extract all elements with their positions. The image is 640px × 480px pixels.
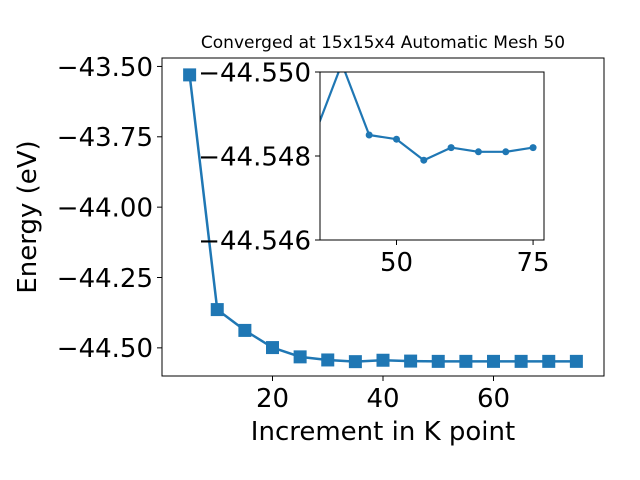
series xyxy=(183,68,583,369)
data-point xyxy=(321,353,335,367)
data-point xyxy=(487,354,500,368)
data-point xyxy=(542,354,556,368)
chart-title: Converged at 15x15x4 Automatic Mesh 50 xyxy=(201,33,565,53)
inset-series xyxy=(320,72,537,164)
data-point xyxy=(376,353,390,367)
main-series xyxy=(183,68,583,369)
y-tick-label: −43.50 xyxy=(57,53,153,83)
x-tick-label: 75 xyxy=(517,248,550,278)
data-point xyxy=(348,355,362,369)
y-axis-label: Energy (eV) xyxy=(13,140,43,293)
y-tick-label: −44.548 xyxy=(198,142,311,172)
x-tick-label: 20 xyxy=(256,384,289,414)
data-point xyxy=(474,148,482,156)
y-tick-label: −44.550 xyxy=(198,58,311,88)
main-x-ticks: 20 40 60 xyxy=(256,376,510,414)
x-tick-label: 40 xyxy=(366,384,399,414)
y-tick-label: −44.546 xyxy=(198,226,311,256)
data-point xyxy=(392,135,400,143)
y-tick-label: −44.25 xyxy=(57,264,153,294)
data-point xyxy=(514,354,528,368)
x-tick-label: 50 xyxy=(380,248,413,278)
data-point xyxy=(431,354,445,368)
data-point xyxy=(459,354,473,368)
data-point xyxy=(404,354,418,368)
y-tick-label: −43.75 xyxy=(57,123,153,153)
y-tick-label: −44.00 xyxy=(57,194,153,224)
main-axes: 20 40 60 −44.50 −44.25 −44.00 −43.75 −43.50 Co… xyxy=(13,33,605,447)
inset-axes: 50 75 −44.550 −44.548 −44.546 xyxy=(198,58,549,278)
data-point xyxy=(293,350,307,364)
data-point xyxy=(502,148,510,156)
x-axis-label: Increment in K point xyxy=(251,417,515,447)
x-tick-label: 60 xyxy=(477,384,510,414)
data-point xyxy=(238,323,252,337)
series xyxy=(320,72,537,164)
inset-y-ticks: −44.550 −44.548 −44.546 xyxy=(198,58,320,256)
y-tick-label: −44.50 xyxy=(57,334,153,364)
data-point xyxy=(183,68,197,82)
data-point xyxy=(420,156,428,164)
inset-x-ticks: 50 75 xyxy=(380,240,550,278)
main-y-ticks: −44.50 −44.25 −44.00 −43.75 −43.50 xyxy=(57,53,162,364)
data-point xyxy=(569,354,583,368)
data-point xyxy=(447,144,455,152)
data-point xyxy=(210,303,224,317)
data-point xyxy=(529,144,537,152)
data-point xyxy=(266,341,279,355)
data-point xyxy=(365,131,373,139)
